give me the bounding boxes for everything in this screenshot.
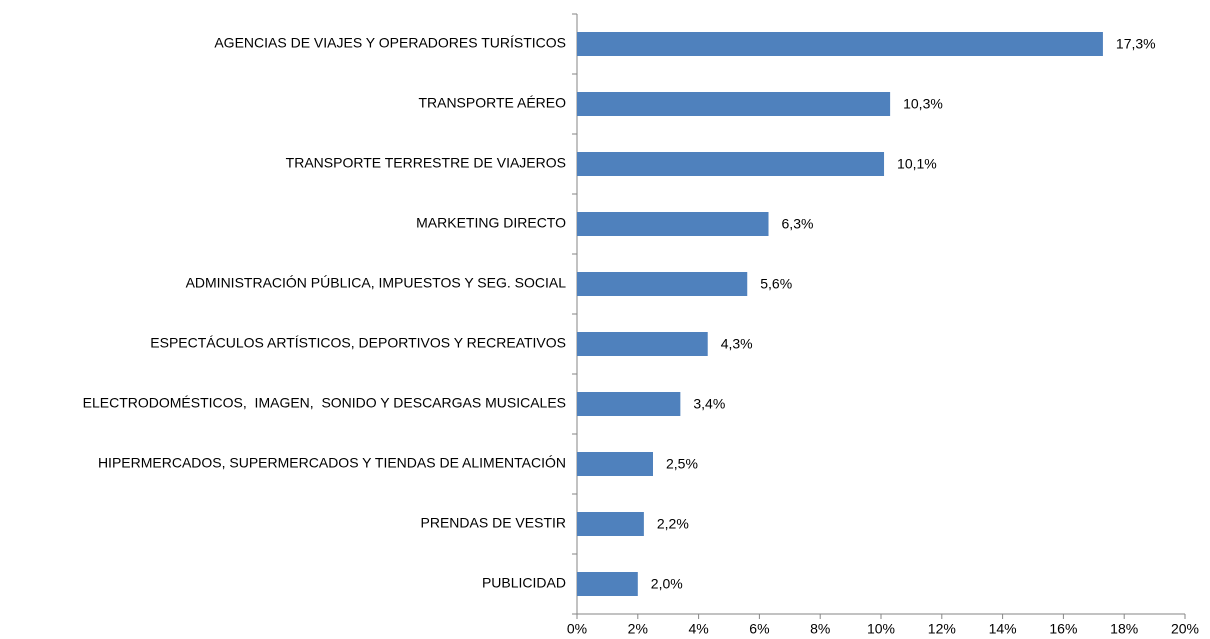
bar bbox=[577, 212, 769, 236]
bar bbox=[577, 572, 638, 596]
bar bbox=[577, 452, 653, 476]
category-label: PUBLICIDAD bbox=[482, 575, 566, 591]
bar bbox=[577, 32, 1103, 56]
x-tick-label: 4% bbox=[688, 621, 708, 637]
bar bbox=[577, 392, 681, 416]
x-tick-label: 16% bbox=[1049, 621, 1077, 637]
x-tick-label: 20% bbox=[1171, 621, 1199, 637]
bar bbox=[577, 152, 885, 176]
category-label: TRANSPORTE TERRESTRE DE VIAJEROS bbox=[286, 155, 566, 171]
value-label: 5,6% bbox=[760, 276, 792, 292]
category-label: HIPERMERCADOS, SUPERMERCADOS Y TIENDAS D… bbox=[98, 455, 566, 471]
category-label: MARKETING DIRECTO bbox=[416, 215, 566, 231]
value-label: 10,3% bbox=[903, 96, 943, 112]
value-label: 6,3% bbox=[782, 216, 814, 232]
x-tick-label: 14% bbox=[989, 621, 1017, 637]
value-label: 2,0% bbox=[651, 576, 683, 592]
category-label: AGENCIAS DE VIAJES Y OPERADORES TURÍSTIC… bbox=[214, 35, 566, 51]
x-tick-label: 10% bbox=[867, 621, 895, 637]
x-tick-label: 18% bbox=[1110, 621, 1138, 637]
value-label: 10,1% bbox=[897, 156, 937, 172]
x-tick-label: 8% bbox=[810, 621, 830, 637]
x-tick-label: 2% bbox=[628, 621, 648, 637]
category-label: TRANSPORTE AÉREO bbox=[418, 95, 566, 111]
value-label: 2,5% bbox=[666, 456, 698, 472]
bar bbox=[577, 512, 644, 536]
category-label: ELECTRODOMÉSTICOS, IMAGEN, SONIDO Y DESC… bbox=[83, 395, 566, 411]
x-tick-label: 0% bbox=[567, 621, 587, 637]
category-label: ADMINISTRACIÓN PÚBLICA, IMPUESTOS Y SEG.… bbox=[186, 275, 567, 291]
category-label: PRENDAS DE VESTIR bbox=[421, 515, 566, 531]
x-tick-label: 6% bbox=[749, 621, 769, 637]
category-label: ESPECTÁCULOS ARTÍSTICOS, DEPORTIVOS Y RE… bbox=[150, 335, 566, 351]
value-label: 17,3% bbox=[1116, 36, 1156, 52]
bar bbox=[577, 272, 748, 296]
x-tick-label: 12% bbox=[928, 621, 956, 637]
value-label: 3,4% bbox=[693, 396, 725, 412]
value-label: 4,3% bbox=[721, 336, 753, 352]
value-label: 2,2% bbox=[657, 516, 689, 532]
bar bbox=[577, 92, 891, 116]
bar bbox=[577, 332, 708, 356]
